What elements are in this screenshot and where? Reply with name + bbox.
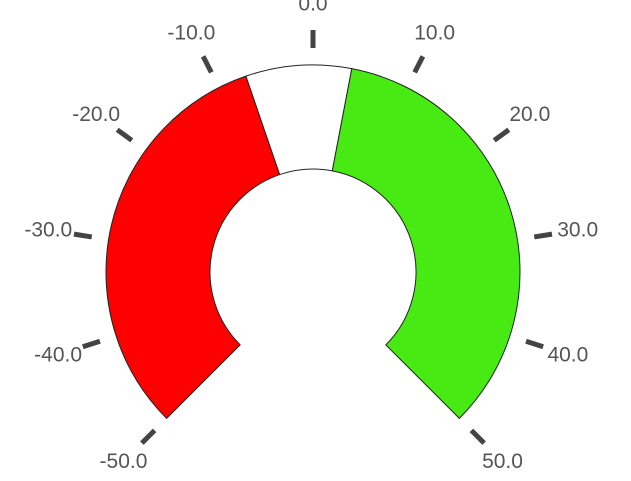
gauge-band-0 [105,75,281,420]
gauge-tick-label: 0.0 [298,0,327,16]
gauge-tick-label: -10.0 [167,22,215,45]
gauge-tick-label: 30.0 [557,219,598,242]
gauge-tick-label: 40.0 [547,343,588,366]
gauge-tick-label: -20.0 [72,103,120,126]
gauge-tick [469,428,486,445]
gauge-tick [82,338,101,350]
gauge-ticks [73,30,553,445]
gauge-tick [492,127,511,143]
gauge-tick [525,338,544,350]
gauge-tick-label: 50.0 [482,450,523,473]
gauge-bands [105,64,521,420]
gauge-tick-label: -40.0 [34,343,82,366]
gauge-tick-label: 10.0 [414,22,455,45]
gauge-tick-label: -50.0 [100,450,148,473]
gauge-tick [73,231,93,240]
gauge-tick [115,127,134,143]
gauge-tick [200,55,214,74]
gauge-tick-label: -30.0 [24,219,72,242]
gauge-tick [412,55,426,74]
gauge-tick [140,428,157,445]
gauge-tick-label: 20.0 [509,103,550,126]
gauge-tick-labels: -50.0 -40.0 -30.0 -20.0 -10.0 0.0 10.0 20.0 30.0… [24,0,598,473]
gauge-tick [533,231,553,240]
gauge-band-2 [331,68,521,420]
